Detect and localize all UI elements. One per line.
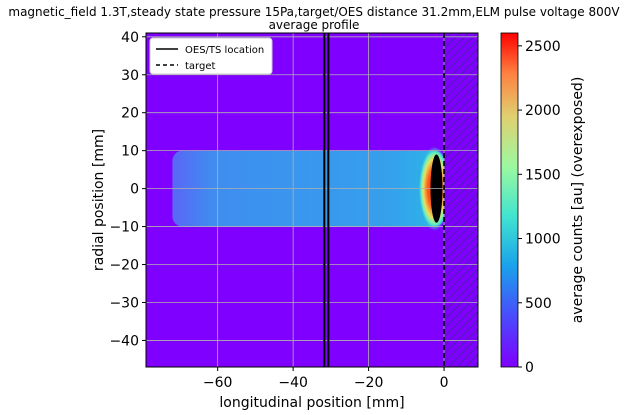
colorbar-gradient xyxy=(500,32,519,368)
x-tick-label: 0 xyxy=(440,375,449,391)
y-axis-label: radial position [mm] xyxy=(91,129,107,271)
y-tick-label: 10 xyxy=(121,144,139,160)
colorbar-label: average counts [au] (overexposed) xyxy=(570,77,586,324)
y-tick-label: −30 xyxy=(109,295,139,311)
plot-frame xyxy=(145,32,479,368)
y-tick-label: 0 xyxy=(130,182,139,198)
legend-label-target: target xyxy=(185,61,215,72)
colorbar-tick-label: 2000 xyxy=(525,103,561,119)
colorbar: 0 500 1000 1500 2000 2500 xyxy=(500,32,561,376)
y-tick-label: −10 xyxy=(109,220,139,236)
chart-subtitle: average profile xyxy=(269,18,360,32)
x-tick-label: −40 xyxy=(278,375,308,391)
x-axis-ticks: −60 −40 −20 0 xyxy=(203,367,449,391)
y-axis-ticks: −40 −30 −20 −10 0 10 20 30 40 xyxy=(109,30,146,349)
x-axis-label: longitudinal position [mm] xyxy=(219,395,404,411)
colorbar-tick-label: 2500 xyxy=(525,39,561,55)
colorbar-tick-label: 0 xyxy=(525,360,534,376)
y-tick-label: 30 xyxy=(121,68,139,84)
x-tick-label: −20 xyxy=(354,375,384,391)
y-tick-label: 20 xyxy=(121,106,139,122)
y-tick-label: 40 xyxy=(121,30,139,46)
plot-area: −60 −40 −20 0 −40 −30 −20 −10 0 10 20 30 40 xyxy=(109,30,479,391)
grid xyxy=(146,33,478,367)
chart-title: magnetic_field 1.3T,steady state pressur… xyxy=(8,5,620,19)
colorbar-tick-label: 1000 xyxy=(525,232,561,248)
target-hatched-region xyxy=(444,33,478,367)
colorbar-ticks: 0 500 1000 1500 2000 2500 xyxy=(518,39,561,376)
legend: OES/TS location target xyxy=(149,37,273,75)
colorbar-tick-label: 1500 xyxy=(525,167,561,183)
legend-label-oes-ts: OES/TS location xyxy=(185,45,264,56)
colorbar-tick-label: 500 xyxy=(525,296,552,312)
legend-box xyxy=(149,37,273,75)
y-tick-label: −20 xyxy=(109,258,139,274)
y-tick-label: −40 xyxy=(109,333,139,349)
x-tick-label: −60 xyxy=(203,375,233,391)
